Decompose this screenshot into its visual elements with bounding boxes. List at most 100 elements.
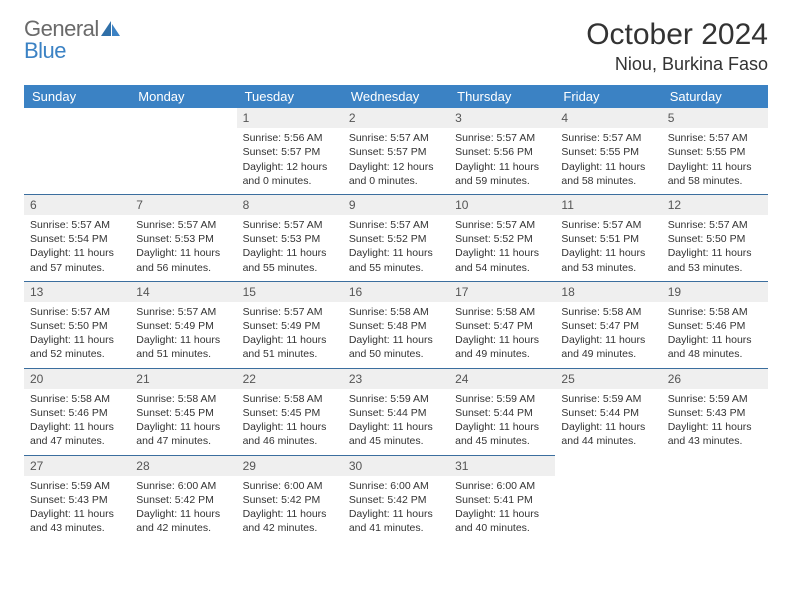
- weekday-header: Sunday: [24, 85, 130, 108]
- calendar-cell: [24, 108, 130, 194]
- weekday-header: Wednesday: [343, 85, 449, 108]
- day-details: Sunrise: 5:57 AMSunset: 5:54 PMDaylight:…: [30, 218, 124, 275]
- calendar-cell: 13Sunrise: 5:57 AMSunset: 5:50 PMDayligh…: [24, 281, 130, 368]
- day-number: 30: [343, 456, 449, 476]
- calendar-cell: [662, 455, 768, 541]
- calendar-head: SundayMondayTuesdayWednesdayThursdayFrid…: [24, 85, 768, 108]
- calendar-cell: [130, 108, 236, 194]
- day-number: 10: [449, 195, 555, 215]
- day-details: Sunrise: 5:57 AMSunset: 5:49 PMDaylight:…: [136, 305, 230, 362]
- calendar-cell: 29 Sunrise: 6:00 AMSunset: 5:42 PMDayligh…: [237, 455, 343, 541]
- calendar-cell: 25 Sunrise: 5:59 AMSunset: 5:44 PMDayligh…: [555, 368, 661, 455]
- location: Niou, Burkina Faso: [586, 54, 768, 75]
- day-details: Sunrise: 6:00 AMSunset: 5:41 PMDaylight:…: [455, 479, 549, 536]
- day-details: Sunrise: 6:00 AMSunset: 5:42 PMDaylight:…: [243, 479, 337, 536]
- calendar-cell: 27Sunrise: 5:59 AMSunset: 5:43 PMDayligh…: [24, 455, 130, 541]
- calendar-cell: 19 Sunrise: 5:58 AMSunset: 5:46 PMDayligh…: [662, 281, 768, 368]
- day-details: Sunrise: 5:59 AMSunset: 5:43 PMDaylight:…: [668, 392, 762, 449]
- day-details: Sunrise: 5:59 AMSunset: 5:44 PMDaylight:…: [349, 392, 443, 449]
- calendar-cell: 21Sunrise: 5:58 AMSunset: 5:45 PMDayligh…: [130, 368, 236, 455]
- month-title: October 2024: [586, 18, 768, 52]
- calendar-cell: 31 Sunrise: 6:00 AMSunset: 5:41 PMDayligh…: [449, 455, 555, 541]
- day-details: Sunrise: 6:00 AMSunset: 5:42 PMDaylight:…: [136, 479, 230, 536]
- calendar-cell: 11 Sunrise: 5:57 AMSunset: 5:51 PMDayligh…: [555, 194, 661, 281]
- day-number: 1: [237, 108, 343, 128]
- day-details: Sunrise: 5:58 AMSunset: 5:46 PMDaylight:…: [668, 305, 762, 362]
- day-number: 9: [343, 195, 449, 215]
- day-number: 17: [449, 282, 555, 302]
- day-details: Sunrise: 6:00 AMSunset: 5:42 PMDaylight:…: [349, 479, 443, 536]
- calendar-cell: 30 Sunrise: 6:00 AMSunset: 5:42 PMDayligh…: [343, 455, 449, 541]
- day-number: 26: [662, 369, 768, 389]
- day-details: Sunrise: 5:57 AMSunset: 5:55 PMDaylight:…: [668, 131, 762, 188]
- calendar-cell: 23 Sunrise: 5:59 AMSunset: 5:44 PMDayligh…: [343, 368, 449, 455]
- calendar-cell: 10 Sunrise: 5:57 AMSunset: 5:52 PMDayligh…: [449, 194, 555, 281]
- day-details: Sunrise: 5:57 AMSunset: 5:52 PMDaylight:…: [349, 218, 443, 275]
- day-number: 21: [130, 369, 236, 389]
- day-number: 18: [555, 282, 661, 302]
- calendar-cell: 26 Sunrise: 5:59 AMSunset: 5:43 PMDayligh…: [662, 368, 768, 455]
- calendar-cell: 24Sunrise: 5:59 AMSunset: 5:44 PMDayligh…: [449, 368, 555, 455]
- day-number: 2: [343, 108, 449, 128]
- day-number: 29: [237, 456, 343, 476]
- calendar-cell: 7 Sunrise: 5:57 AMSunset: 5:53 PMDaylight…: [130, 194, 236, 281]
- header: GeneralBlue October 2024 Niou, Burkina F…: [24, 18, 768, 75]
- day-number: 11: [555, 195, 661, 215]
- calendar-cell: 28 Sunrise: 6:00 AMSunset: 5:42 PMDayligh…: [130, 455, 236, 541]
- weekday-header: Monday: [130, 85, 236, 108]
- logo-sail-icon: [100, 20, 122, 38]
- day-details: Sunrise: 5:56 AMSunset: 5:57 PMDaylight:…: [243, 131, 337, 188]
- title-block: October 2024 Niou, Burkina Faso: [586, 18, 768, 75]
- day-number: 19: [662, 282, 768, 302]
- calendar-cell: 8Sunrise: 5:57 AMSunset: 5:53 PMDaylight…: [237, 194, 343, 281]
- day-number: 8: [237, 195, 343, 215]
- day-number: 3: [449, 108, 555, 128]
- day-details: Sunrise: 5:59 AMSunset: 5:44 PMDaylight:…: [455, 392, 549, 449]
- day-details: Sunrise: 5:58 AMSunset: 5:47 PMDaylight:…: [561, 305, 655, 362]
- logo: GeneralBlue: [24, 18, 124, 62]
- day-number: 22: [237, 369, 343, 389]
- calendar-cell: 14 Sunrise: 5:57 AMSunset: 5:49 PMDayligh…: [130, 281, 236, 368]
- calendar-cell: 18 Sunrise: 5:58 AMSunset: 5:47 PMDayligh…: [555, 281, 661, 368]
- day-number: 14: [130, 282, 236, 302]
- day-details: Sunrise: 5:57 AMSunset: 5:49 PMDaylight:…: [243, 305, 337, 362]
- day-number: 4: [555, 108, 661, 128]
- day-number: 28: [130, 456, 236, 476]
- day-number: 25: [555, 369, 661, 389]
- weekday-header: Saturday: [662, 85, 768, 108]
- calendar-cell: 17Sunrise: 5:58 AMSunset: 5:47 PMDayligh…: [449, 281, 555, 368]
- calendar-cell: 20 Sunrise: 5:58 AMSunset: 5:46 PMDayligh…: [24, 368, 130, 455]
- day-number: 5: [662, 108, 768, 128]
- day-details: Sunrise: 5:57 AMSunset: 5:51 PMDaylight:…: [561, 218, 655, 275]
- weekday-header: Thursday: [449, 85, 555, 108]
- day-number: 6: [24, 195, 130, 215]
- day-details: Sunrise: 5:57 AMSunset: 5:57 PMDaylight:…: [349, 131, 443, 188]
- calendar-cell: 2 Sunrise: 5:57 AMSunset: 5:57 PMDaylight…: [343, 108, 449, 194]
- day-number: 31: [449, 456, 555, 476]
- calendar-table: SundayMondayTuesdayWednesdayThursdayFrid…: [24, 85, 768, 541]
- day-number: 23: [343, 369, 449, 389]
- day-details: Sunrise: 5:59 AMSunset: 5:44 PMDaylight:…: [561, 392, 655, 449]
- calendar-cell: 16 Sunrise: 5:58 AMSunset: 5:48 PMDayligh…: [343, 281, 449, 368]
- day-details: Sunrise: 5:57 AMSunset: 5:53 PMDaylight:…: [136, 218, 230, 275]
- day-number: 16: [343, 282, 449, 302]
- calendar-cell: [555, 455, 661, 541]
- calendar-cell: 6 Sunrise: 5:57 AMSunset: 5:54 PMDaylight…: [24, 194, 130, 281]
- weekday-header: Tuesday: [237, 85, 343, 108]
- day-number: 12: [662, 195, 768, 215]
- weekday-header: Friday: [555, 85, 661, 108]
- day-details: Sunrise: 5:58 AMSunset: 5:46 PMDaylight:…: [30, 392, 124, 449]
- day-number: 15: [237, 282, 343, 302]
- calendar-cell: 22 Sunrise: 5:58 AMSunset: 5:45 PMDayligh…: [237, 368, 343, 455]
- day-details: Sunrise: 5:58 AMSunset: 5:48 PMDaylight:…: [349, 305, 443, 362]
- day-details: Sunrise: 5:58 AMSunset: 5:45 PMDaylight:…: [243, 392, 337, 449]
- calendar-cell: 4Sunrise: 5:57 AMSunset: 5:55 PMDaylight…: [555, 108, 661, 194]
- logo-text-2: Blue: [24, 38, 66, 63]
- calendar-cell: 1 Sunrise: 5:56 AMSunset: 5:57 PMDaylight…: [237, 108, 343, 194]
- calendar-cell: 12Sunrise: 5:57 AMSunset: 5:50 PMDayligh…: [662, 194, 768, 281]
- day-number: 13: [24, 282, 130, 302]
- day-number: 27: [24, 456, 130, 476]
- day-number: 7: [130, 195, 236, 215]
- day-number: 20: [24, 369, 130, 389]
- day-details: Sunrise: 5:57 AMSunset: 5:52 PMDaylight:…: [455, 218, 549, 275]
